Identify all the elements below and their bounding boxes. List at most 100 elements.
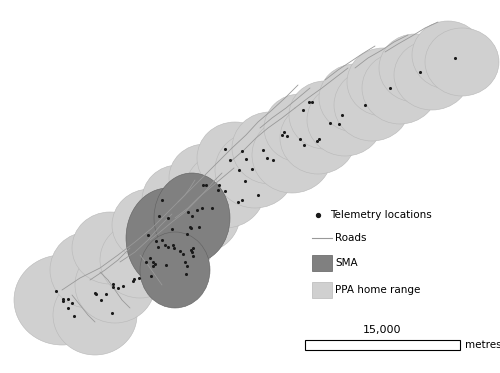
Point [202,182,209,188]
Point [92,291,100,297]
Point [280,129,288,135]
Point [164,244,172,250]
Ellipse shape [100,222,180,298]
Ellipse shape [394,40,470,110]
Point [214,187,222,193]
Text: metres: metres [465,340,500,350]
Ellipse shape [264,94,336,162]
Point [158,197,166,203]
Point [304,100,312,106]
Point [242,178,250,184]
Ellipse shape [135,202,215,278]
Point [336,122,344,128]
Point [222,146,230,152]
Ellipse shape [75,247,155,323]
Point [386,85,394,91]
Ellipse shape [334,69,410,141]
Point [162,262,170,268]
Ellipse shape [412,21,484,89]
Point [168,226,175,232]
Point [176,248,184,254]
Point [64,296,72,302]
Point [120,283,128,289]
FancyBboxPatch shape [305,340,460,350]
Point [182,271,190,277]
Point [208,205,216,211]
FancyBboxPatch shape [312,255,332,271]
Ellipse shape [252,117,332,193]
Text: PPA home range: PPA home range [335,285,420,295]
Point [254,192,262,198]
Point [149,263,157,269]
Point [52,288,60,294]
Point [109,281,117,287]
Text: 15,000: 15,000 [363,325,402,335]
Point [179,251,187,257]
Ellipse shape [160,177,240,253]
Point [361,102,369,108]
Ellipse shape [232,112,308,184]
Point [238,148,246,154]
Point [96,297,104,303]
Ellipse shape [379,34,451,102]
Point [59,298,67,304]
Point [151,261,159,267]
Point [91,290,99,296]
Point [188,247,196,253]
Ellipse shape [347,48,419,116]
Point [300,142,308,148]
Point [70,313,78,319]
Point [160,242,168,248]
Point [181,259,189,265]
Point [184,209,192,215]
Ellipse shape [215,132,295,208]
Point [154,244,162,250]
Point [338,112,346,118]
Point [326,120,334,126]
Point [188,225,196,231]
Point [128,278,136,284]
Ellipse shape [280,102,356,174]
Point [451,55,459,61]
Point [109,284,117,290]
Ellipse shape [185,152,265,228]
Point [188,249,196,255]
Point [189,245,197,251]
Point [59,296,67,302]
Point [248,166,256,172]
Point [134,275,142,281]
Point [156,213,164,219]
Point [164,215,172,221]
Point [146,255,154,261]
Point [64,305,72,311]
Point [234,198,242,204]
Point [215,182,223,188]
Point [416,69,424,75]
Point [188,213,196,219]
Point [102,291,110,297]
Ellipse shape [319,64,391,132]
Point [299,107,307,113]
FancyBboxPatch shape [312,282,332,298]
Point [114,285,122,291]
Ellipse shape [154,173,230,263]
Point [147,273,155,279]
Point [198,205,205,211]
Point [158,238,166,244]
Ellipse shape [169,144,241,212]
Point [170,245,177,251]
Ellipse shape [197,122,273,194]
Point [238,197,246,203]
Point [242,156,250,162]
Ellipse shape [50,232,126,308]
Point [258,147,266,153]
Point [196,224,203,230]
Point [296,136,304,142]
Point [183,231,191,237]
Ellipse shape [289,81,361,149]
Ellipse shape [140,232,210,308]
Ellipse shape [425,28,499,96]
Point [220,188,228,194]
Point [316,136,324,142]
Point [68,300,76,306]
